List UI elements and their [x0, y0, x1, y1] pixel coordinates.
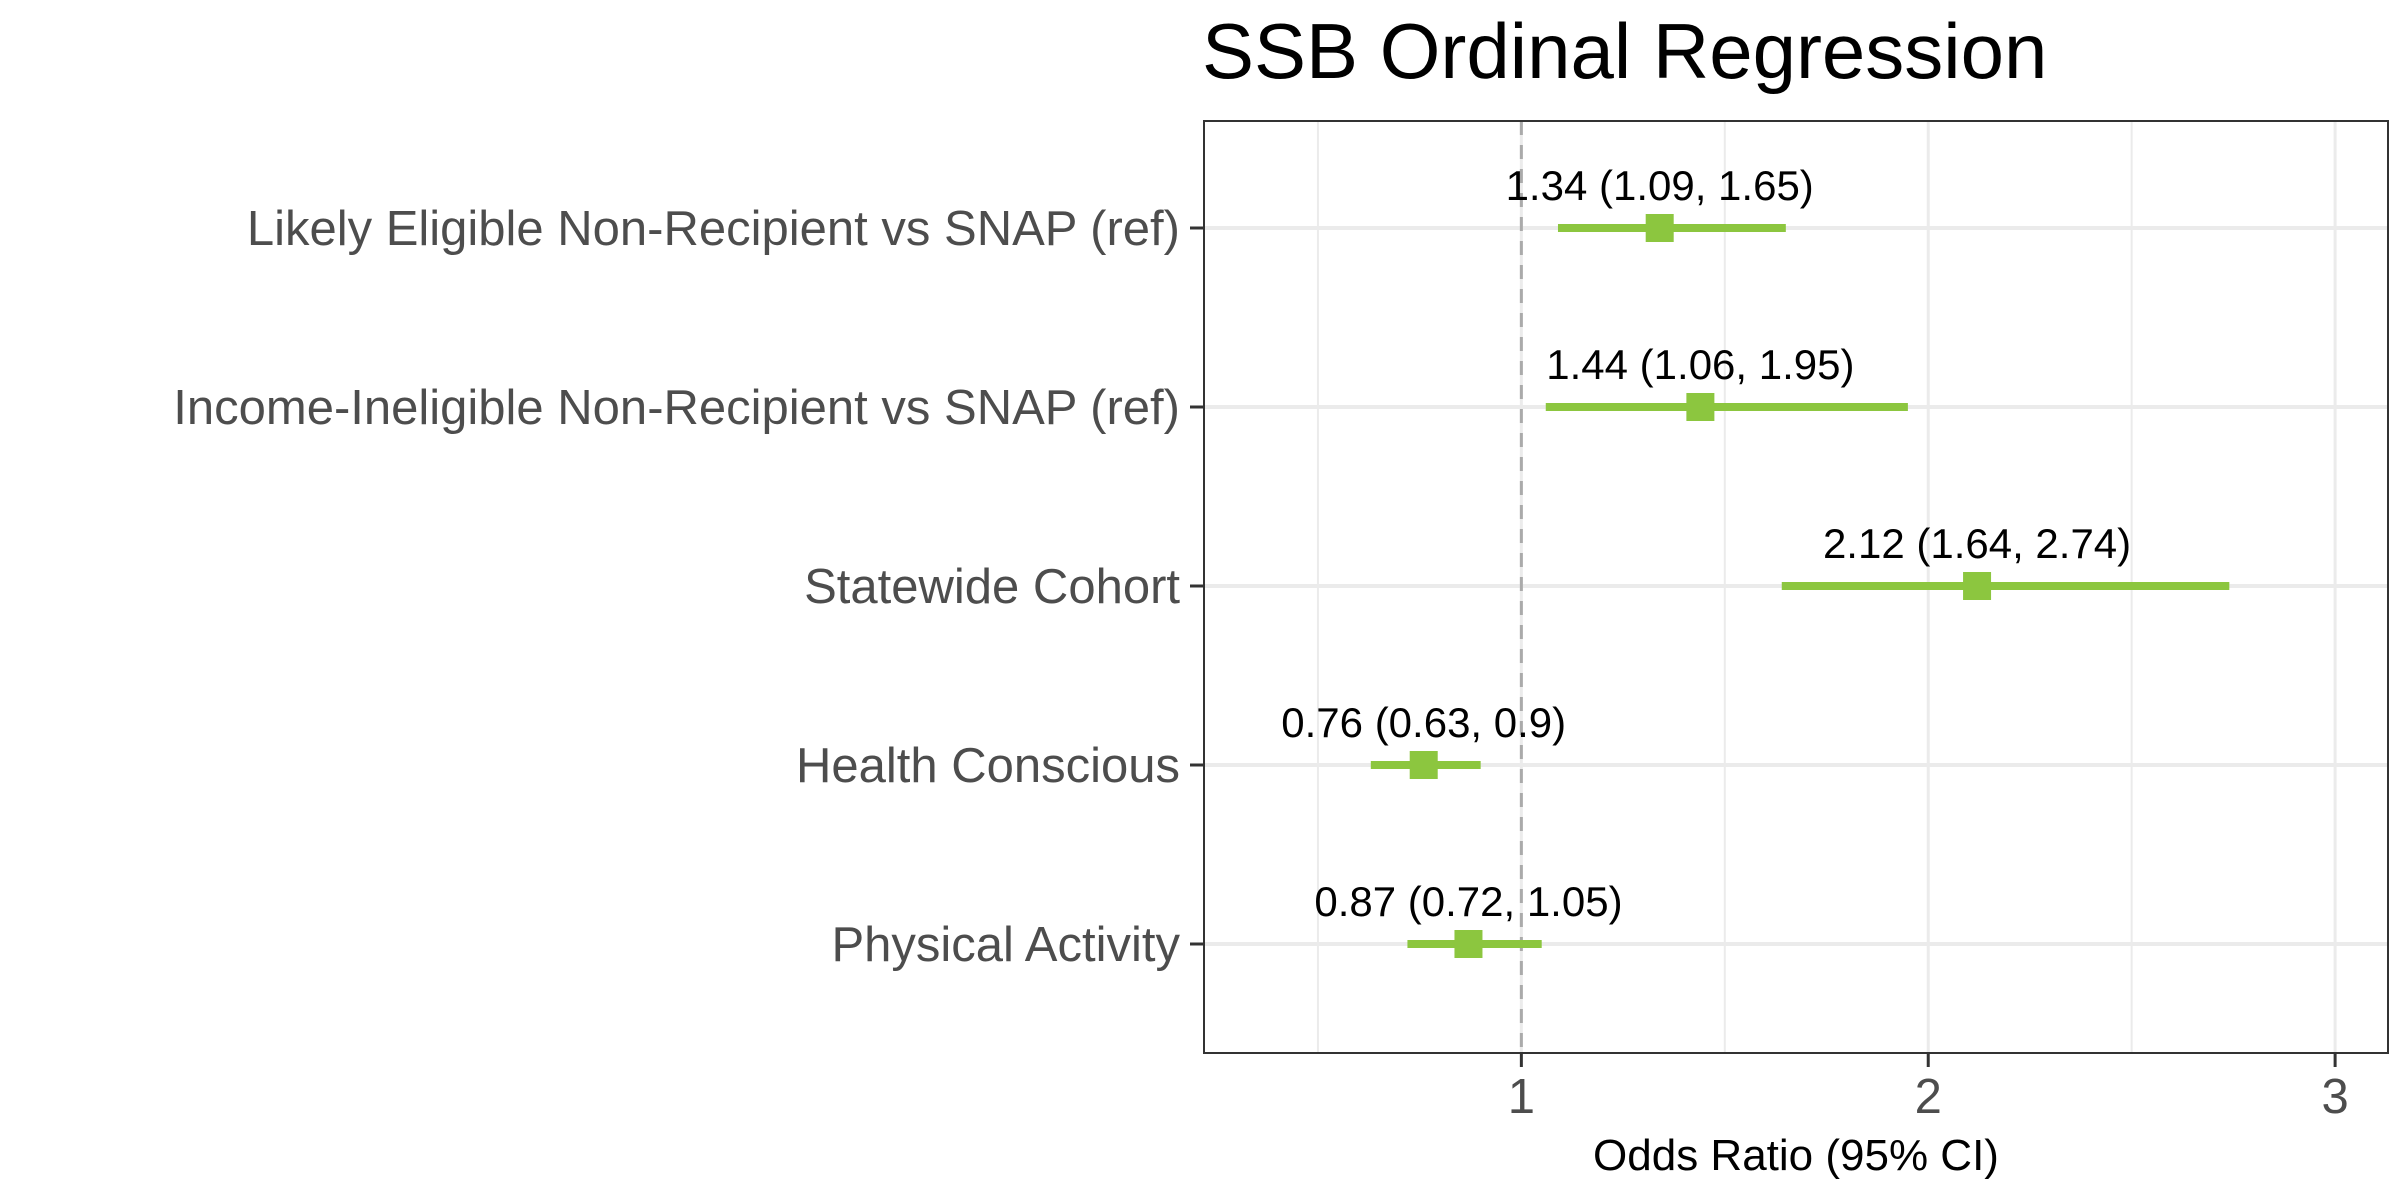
data-label: 0.76 (0.63, 0.9) — [1281, 699, 1566, 746]
y-tick-label: Physical Activity — [831, 918, 1180, 972]
x-axis-title: Odds Ratio (95% CI) — [1593, 1131, 1999, 1180]
data-label: 2.12 (1.64, 2.74) — [1823, 520, 2131, 567]
point-estimate-marker — [1409, 751, 1438, 779]
x-tick-label: 1 — [1508, 1070, 1535, 1124]
y-tick-label: Likely Eligible Non-Recipient vs SNAP (r… — [247, 202, 1180, 256]
y-axis: Likely Eligible Non-Recipient vs SNAP (r… — [173, 202, 1204, 972]
y-tick-label: Health Conscious — [796, 739, 1180, 793]
point-estimate-marker — [1686, 393, 1715, 421]
data-labels: 1.34 (1.09, 1.65) 1.44 (1.06, 1.95) 2.12 (… — [1281, 162, 2131, 925]
data-label: 0.87 (0.72, 1.05) — [1314, 878, 1622, 925]
point-estimate-marker — [1963, 572, 1992, 600]
point-estimate-marker — [1454, 930, 1483, 958]
data-label: 1.44 (1.06, 1.95) — [1546, 341, 1854, 388]
point-estimate-marker — [1645, 214, 1674, 242]
x-axis: 1 2 3 — [1508, 1053, 2349, 1124]
y-tick-label: Income-Ineligible Non-Recipient vs SNAP … — [173, 381, 1180, 435]
chart-title: SSB Ordinal Regression — [1202, 7, 2047, 95]
chart-marks — [1370, 214, 2230, 958]
y-tick-label: Statewide Cohort — [804, 560, 1180, 614]
x-tick-label: 3 — [2321, 1070, 2348, 1124]
data-label: 1.34 (1.09, 1.65) — [1506, 162, 1814, 209]
x-tick-label: 2 — [1915, 1070, 1942, 1124]
